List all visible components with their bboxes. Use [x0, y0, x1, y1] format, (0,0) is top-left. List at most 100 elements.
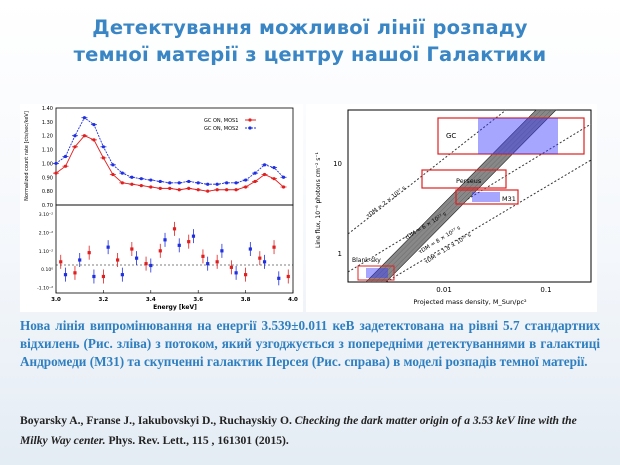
- bottom-ytick-label: 2.10⁻²: [39, 231, 53, 237]
- xtick-label: 3.4: [146, 297, 156, 303]
- bottom-ytick-label: 0.10⁰: [41, 267, 53, 273]
- residual-point-1: [144, 262, 148, 266]
- title-line-2: темної матерії з центру нашої Галактики: [73, 43, 547, 66]
- m31-region: [455, 189, 519, 205]
- top-ytick-label: 1.00: [42, 161, 53, 167]
- series-point-2: [234, 181, 238, 185]
- residual-point-2: [63, 273, 68, 277]
- series-point-2: [149, 178, 153, 182]
- series-point-2: [92, 123, 96, 127]
- series-point-1: [177, 188, 181, 192]
- series-point-1: [234, 188, 238, 192]
- residual-point-1: [130, 247, 134, 251]
- series-point-1: [149, 185, 153, 189]
- bottom-ytick-label: 1.10⁻²: [39, 249, 53, 255]
- residual-point-1: [101, 274, 105, 279]
- perseus-region: [421, 169, 507, 189]
- top-ytick-label: 1.20: [42, 134, 53, 140]
- label-gc: GC: [446, 132, 456, 140]
- residual-point-2: [134, 256, 139, 260]
- residual-point-2: [106, 245, 110, 249]
- label-m31: M31: [502, 195, 516, 203]
- series-point-2: [177, 181, 181, 185]
- series-point-2: [139, 177, 143, 181]
- series-point-2: [272, 165, 276, 170]
- residual-point-2: [177, 243, 181, 247]
- series-point-1: [262, 172, 267, 177]
- ref-authors: Boyarsky A., Franse J., Iakubovskyi D., …: [20, 414, 292, 427]
- top-ytick-label: 0.80: [42, 189, 53, 195]
- series-point-2: [196, 181, 200, 185]
- residual-point-1: [187, 240, 191, 244]
- series-point-2: [73, 134, 77, 138]
- residual-point-2: [120, 273, 124, 277]
- top-ytick-label: 0.90: [42, 175, 53, 181]
- residual-point-2: [234, 271, 238, 275]
- series-point-1: [158, 186, 162, 190]
- slide-title: Детектування можливої лінії розпаду темн…: [10, 14, 610, 68]
- residual-point-1: [215, 260, 219, 264]
- ytick-10: 10: [333, 160, 342, 168]
- tau-line-2: [347, 123, 592, 273]
- series-point-2: [63, 154, 68, 159]
- residual-point-2: [262, 260, 267, 264]
- residual-point-2: [191, 234, 196, 238]
- residual-point-1: [172, 227, 177, 231]
- series-point-2: [120, 171, 124, 175]
- residual-point-2: [220, 249, 224, 253]
- residual-point-2: [277, 276, 281, 280]
- residual-point-1: [229, 265, 233, 269]
- residual-point-1: [87, 251, 91, 255]
- gc-region: [437, 117, 585, 155]
- series-point-2: [253, 171, 257, 175]
- series-point-2: [281, 175, 286, 179]
- series-point-1: [111, 172, 115, 177]
- residual-point-1: [73, 271, 77, 275]
- right-xlabel: Projected mass density, M_Sun/pc²: [413, 298, 527, 306]
- residual-point-2: [206, 262, 210, 266]
- ref-journal: Phys. Rev. Lett., 115 , 161301 (2015).: [108, 434, 289, 447]
- xtick-label: 3.6: [193, 297, 203, 303]
- series-point-2: [158, 179, 162, 184]
- series-point-2: [244, 178, 248, 182]
- residual-point-1: [272, 245, 276, 249]
- bottom-ytick-label: -1.10⁻²: [37, 286, 53, 292]
- ref-title: Checking the dark matter origin of a 3.5…: [20, 414, 577, 447]
- left-ylabel: Normalized count rate [cts/sec/keV]: [24, 111, 30, 201]
- legend-mos2: GC ON, MOS2: [204, 126, 238, 132]
- bottom-ytick-label: 3.10⁻²: [39, 212, 53, 218]
- caption-text: Нова лінія випромінювання на енергії 3.5…: [20, 318, 600, 369]
- series-point-2: [215, 182, 219, 186]
- right-frame: [347, 109, 592, 283]
- gc-hatched-region: [478, 118, 558, 154]
- ytick-1: 1: [338, 250, 342, 258]
- m31-hatched-region: [472, 192, 500, 202]
- series-point-2: [54, 161, 58, 166]
- series-point-2: [101, 145, 105, 149]
- residual-point-1: [244, 273, 248, 277]
- series-point-1: [120, 181, 124, 185]
- series-point-1: [92, 138, 96, 142]
- residual-point-1: [258, 256, 262, 260]
- series-point-1: [82, 134, 87, 138]
- series-point-2: [206, 182, 210, 186]
- series-point-1: [63, 164, 68, 168]
- xtick-label: 3.8: [241, 297, 251, 303]
- xtick-001: 0.01: [436, 286, 452, 294]
- residual-point-2: [149, 263, 153, 268]
- series-point-1: [244, 185, 248, 189]
- series-point-2: [187, 179, 191, 184]
- series-point-1: [187, 186, 191, 190]
- right-ylabel: Line flux, 10⁻⁶ photons cm⁻² s⁻¹: [315, 151, 322, 248]
- series-point-1: [139, 184, 143, 188]
- legend-mos1: GC ON, MOS1: [204, 118, 238, 124]
- series-point-2: [130, 175, 134, 179]
- residual-point-1: [286, 274, 290, 279]
- series-point-1: [215, 188, 219, 192]
- residual-point-2: [248, 247, 252, 251]
- series-point-2: [225, 181, 229, 185]
- series-point-2: [168, 181, 172, 185]
- xtick-label: 3.0: [51, 297, 61, 303]
- residual-point-1: [201, 254, 205, 258]
- residual-point-1: [158, 249, 162, 253]
